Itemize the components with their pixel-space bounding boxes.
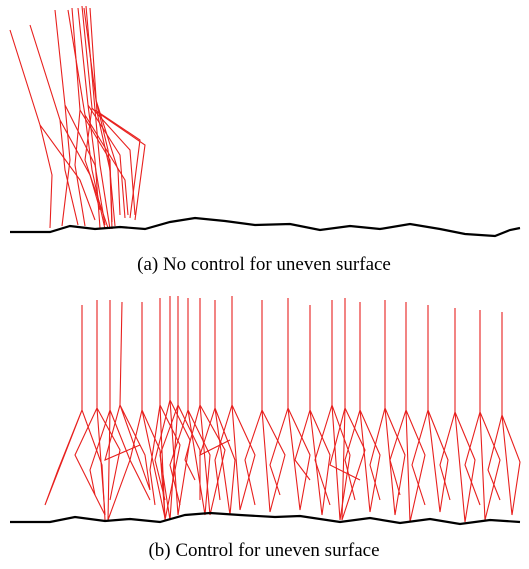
caption: (a) No control for uneven surface: [137, 254, 391, 275]
walker-frames-a: [10, 6, 145, 229]
figure: (a) No control for uneven surface (b) Co…: [0, 0, 529, 569]
ground-a: [10, 218, 520, 236]
walker-frames-b: [45, 296, 520, 522]
caption: (b) Control for uneven surface: [148, 540, 379, 561]
ground-b: [10, 513, 520, 524]
